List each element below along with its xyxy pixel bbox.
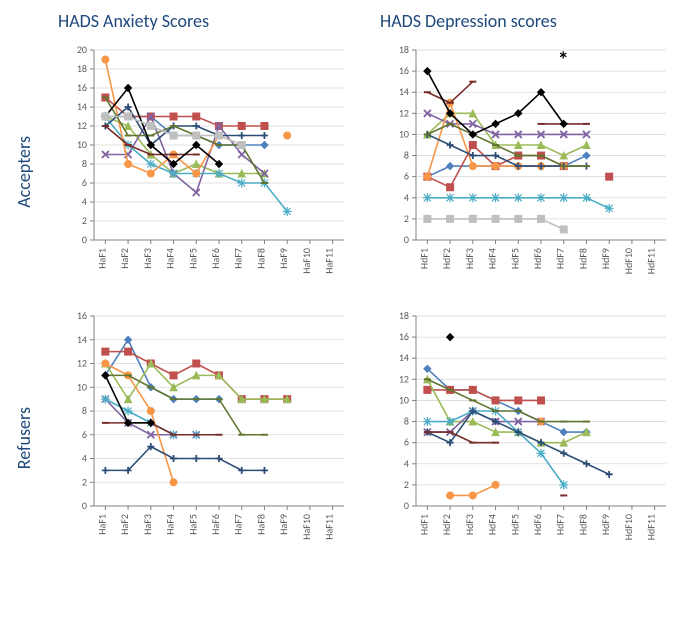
svg-text:HdF6: HdF6 bbox=[531, 514, 544, 535]
svg-text:2: 2 bbox=[82, 214, 87, 227]
svg-text:HaF7: HaF7 bbox=[232, 248, 245, 269]
svg-text:8: 8 bbox=[82, 404, 87, 417]
svg-text:HdF5: HdF5 bbox=[508, 514, 521, 535]
chart-anxiety-accepters: 0 2 4 6 8 10 12 14 16 18 20 HaF1 HaF2 HaF3 HaF4 HaF5 HaF… bbox=[58, 42, 360, 302]
svg-text:HdF9: HdF9 bbox=[599, 514, 612, 535]
svg-text:HdF3: HdF3 bbox=[463, 248, 476, 269]
svg-text:6: 6 bbox=[82, 176, 87, 189]
svg-text:HaF5: HaF5 bbox=[186, 248, 199, 269]
svg-text:10: 10 bbox=[399, 393, 409, 406]
svg-text:HaF4: HaF4 bbox=[164, 514, 177, 535]
svg-text:HaF11: HaF11 bbox=[323, 514, 336, 540]
svg-text:HaF8: HaF8 bbox=[254, 248, 267, 269]
svg-text:0: 0 bbox=[82, 233, 87, 246]
svg-text:HdF6: HdF6 bbox=[531, 248, 544, 269]
svg-text:14: 14 bbox=[399, 85, 409, 98]
svg-text:18: 18 bbox=[77, 62, 87, 75]
svg-text:HaF10: HaF10 bbox=[300, 514, 313, 540]
svg-text:2: 2 bbox=[404, 478, 409, 491]
svg-text:HdF10: HdF10 bbox=[622, 248, 635, 274]
col-title-depression: HADS Depression scores bbox=[380, 10, 682, 32]
svg-text:8: 8 bbox=[82, 157, 87, 170]
svg-text:12: 12 bbox=[77, 357, 87, 370]
svg-text:10: 10 bbox=[77, 138, 87, 151]
svg-text:HaF4: HaF4 bbox=[164, 248, 177, 269]
svg-text:HaF6: HaF6 bbox=[209, 514, 222, 535]
svg-text:12: 12 bbox=[77, 119, 87, 132]
svg-text:HdF11: HdF11 bbox=[645, 514, 658, 540]
chart-anxiety-refusers: 0 2 4 6 8 10 12 14 16 HaF1 HaF2 HaF3 HaF4 HaF5 HaF6 HaF… bbox=[58, 308, 360, 568]
svg-text:2: 2 bbox=[82, 475, 87, 488]
row-label-refusers: Refusers bbox=[13, 407, 35, 469]
svg-text:14: 14 bbox=[77, 100, 87, 113]
svg-text:4: 4 bbox=[82, 195, 87, 208]
svg-text:4: 4 bbox=[82, 452, 87, 465]
svg-text:HdF4: HdF4 bbox=[486, 514, 499, 535]
svg-text:10: 10 bbox=[77, 380, 87, 393]
svg-text:0: 0 bbox=[404, 499, 409, 512]
svg-text:HdF7: HdF7 bbox=[554, 514, 567, 535]
svg-text:6: 6 bbox=[404, 170, 409, 183]
svg-text:16: 16 bbox=[399, 330, 409, 343]
svg-text:10: 10 bbox=[399, 127, 409, 140]
svg-text:HaF9: HaF9 bbox=[277, 248, 290, 269]
svg-text:HdF1: HdF1 bbox=[417, 248, 430, 269]
svg-text:HaF11: HaF11 bbox=[323, 248, 336, 274]
svg-text:14: 14 bbox=[77, 333, 87, 346]
svg-text:HaF2: HaF2 bbox=[118, 514, 131, 535]
svg-text:HdF7: HdF7 bbox=[554, 248, 567, 269]
svg-text:0: 0 bbox=[82, 499, 87, 512]
svg-text:16: 16 bbox=[77, 81, 87, 94]
svg-text:2: 2 bbox=[404, 212, 409, 225]
svg-text:HdF1: HdF1 bbox=[417, 514, 430, 535]
svg-text:6: 6 bbox=[404, 436, 409, 449]
svg-text:6: 6 bbox=[82, 428, 87, 441]
svg-text:HdF4: HdF4 bbox=[486, 248, 499, 269]
svg-text:20: 20 bbox=[77, 43, 87, 56]
svg-text:HaF9: HaF9 bbox=[277, 514, 290, 535]
svg-text:HaF6: HaF6 bbox=[209, 248, 222, 269]
row-label-accepters: Accepters bbox=[13, 136, 35, 208]
svg-text:16: 16 bbox=[399, 64, 409, 77]
svg-text:HdF2: HdF2 bbox=[440, 514, 453, 535]
chart-grid: HADS Anxiety Scores HADS Depression scor… bbox=[10, 10, 682, 568]
svg-text:HdF11: HdF11 bbox=[645, 248, 658, 274]
col-title-anxiety: HADS Anxiety Scores bbox=[58, 10, 360, 32]
svg-text:18: 18 bbox=[399, 43, 409, 56]
svg-text:HaF7: HaF7 bbox=[232, 514, 245, 535]
svg-text:16: 16 bbox=[77, 309, 87, 322]
svg-text:HaF3: HaF3 bbox=[141, 514, 154, 535]
svg-text:4: 4 bbox=[404, 457, 409, 470]
svg-text:HaF2: HaF2 bbox=[118, 248, 131, 269]
svg-text:8: 8 bbox=[404, 415, 409, 428]
svg-text:HdF8: HdF8 bbox=[576, 248, 589, 269]
svg-text:HaF10: HaF10 bbox=[300, 248, 313, 274]
svg-text:12: 12 bbox=[399, 106, 409, 119]
svg-text:14: 14 bbox=[399, 351, 409, 364]
svg-text:HaF1: HaF1 bbox=[95, 514, 108, 535]
svg-text:18: 18 bbox=[399, 309, 409, 322]
svg-text:HaF5: HaF5 bbox=[186, 514, 199, 535]
significance-asterisk: * bbox=[558, 46, 569, 73]
chart-depression-refusers: 0 2 4 6 8 10 12 14 16 18 HdF1 HdF2 HdF3 HdF4 HdF5 HdF6 H… bbox=[380, 308, 682, 568]
svg-text:HaF8: HaF8 bbox=[254, 514, 267, 535]
svg-text:HaF3: HaF3 bbox=[141, 248, 154, 269]
svg-text:HdF9: HdF9 bbox=[599, 248, 612, 269]
svg-text:0: 0 bbox=[404, 233, 409, 246]
svg-text:HdF5: HdF5 bbox=[508, 248, 521, 269]
svg-text:HdF10: HdF10 bbox=[622, 514, 635, 540]
chart-depression-accepters: 0 2 4 6 8 10 12 14 16 18 HdF1 HdF2 HdF3 HdF4 HdF5 HdF6 H… bbox=[380, 42, 682, 302]
svg-text:HaF1: HaF1 bbox=[95, 248, 108, 269]
svg-text:8: 8 bbox=[404, 149, 409, 162]
svg-text:4: 4 bbox=[404, 191, 409, 204]
svg-text:12: 12 bbox=[399, 372, 409, 385]
svg-text:HdF2: HdF2 bbox=[440, 248, 453, 269]
svg-text:HdF8: HdF8 bbox=[576, 514, 589, 535]
svg-text:HdF3: HdF3 bbox=[463, 514, 476, 535]
